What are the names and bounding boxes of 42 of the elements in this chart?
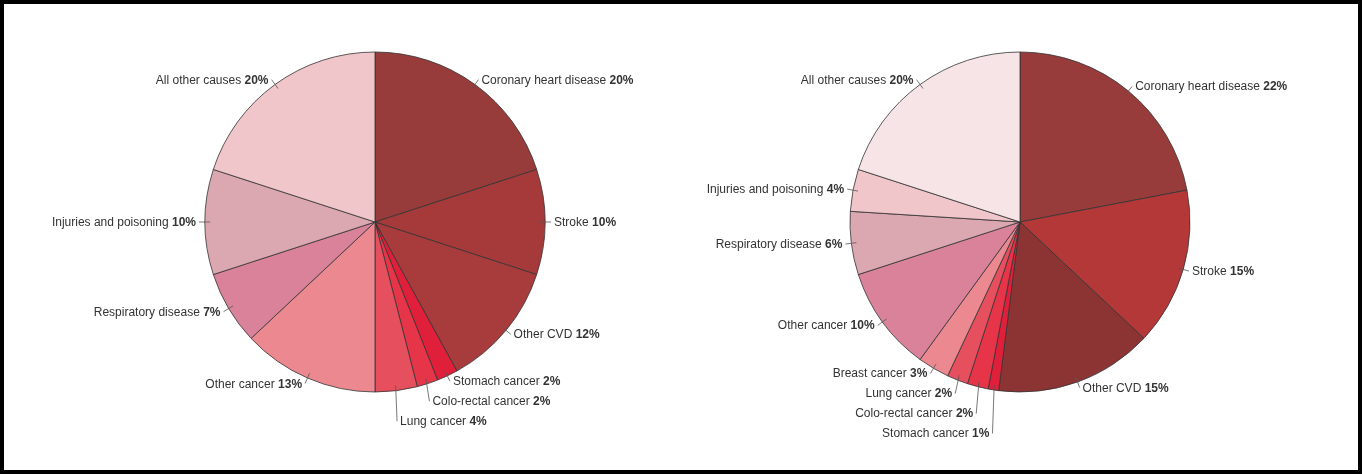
data-label: 4% (826, 182, 845, 197)
data-label: 13% (278, 376, 303, 391)
slice-label: Stomach cancer (882, 426, 969, 441)
data-label: 15% (1230, 264, 1255, 279)
data-label: 2% (533, 394, 551, 409)
data-label: 3% (910, 366, 928, 381)
slice-label: Stroke (554, 215, 589, 229)
slice-label: Lung cancer (865, 386, 932, 401)
data-label: 1% (972, 426, 990, 441)
slice-label: Other cancer (777, 318, 848, 333)
data-label: 10% (850, 318, 875, 333)
slice-label: Other CVD (1082, 380, 1142, 395)
slice-label: Other cancer (205, 376, 275, 391)
data-label: 20% (889, 72, 914, 87)
slice-label: Lung cancer (400, 414, 467, 429)
slice-label: Colo-rectal cancer (432, 394, 530, 409)
slice-label: Colo-rectal cancer (855, 406, 953, 421)
data-label: 4% (469, 414, 488, 429)
slice-label: Respiratory disease (715, 237, 822, 252)
data-label: 12% (575, 327, 600, 342)
data-label: 7% (203, 304, 221, 319)
data-label: 20% (609, 72, 634, 87)
slice-label: All other causes (155, 72, 242, 87)
data-label: 10% (171, 215, 197, 229)
slice-label: Breast cancer (832, 366, 907, 381)
data-label: 6% (825, 237, 843, 252)
data-label: 2% (934, 386, 953, 401)
data-label: 10% (592, 215, 617, 229)
slice-label: Stomach cancer (452, 374, 540, 389)
slice-label: Respiratory disease (93, 304, 200, 319)
slice-label: Injuries and poisoning (51, 215, 169, 229)
slice-label: Coronary heart disease (1135, 79, 1260, 94)
data-label: 2% (955, 406, 974, 421)
slice-label: Stroke (1192, 264, 1227, 279)
slice-label: Other CVD (513, 327, 573, 342)
data-label: 15% (1144, 380, 1169, 395)
slice-label: Injuries and poisoning (706, 182, 824, 197)
data-label: 2% (543, 374, 561, 389)
data-label: 20% (244, 72, 269, 87)
data-label: 22% (1263, 79, 1288, 94)
slice-label: All other causes (800, 72, 887, 87)
slice-label: Coronary heart disease (481, 72, 607, 87)
